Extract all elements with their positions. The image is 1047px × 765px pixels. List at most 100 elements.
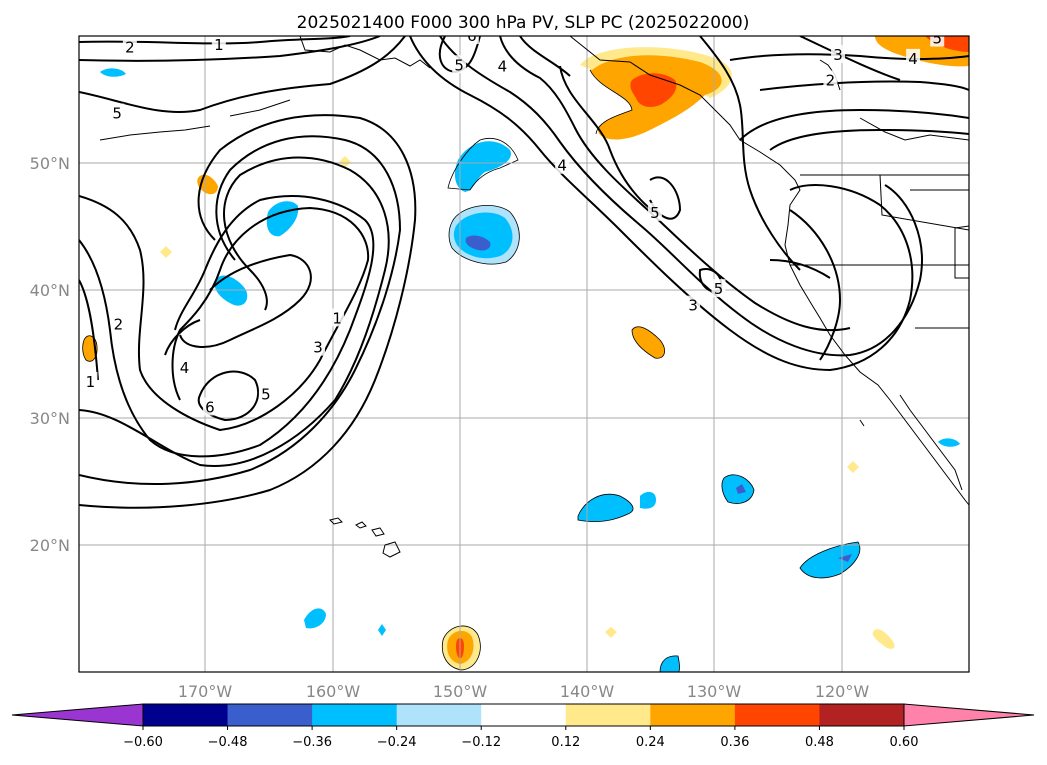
pv-patch-negative-tropics-1	[304, 608, 326, 629]
pv-patch-negative-subtrop-3-core	[736, 484, 746, 494]
pv-patch-negative-west-1	[214, 275, 248, 306]
colorbar-segment	[734, 704, 820, 726]
map-frame	[78, 35, 970, 673]
contour-label: 4	[180, 359, 190, 377]
contour-label: 6	[467, 27, 477, 45]
x-tick-label: 120°W	[815, 682, 870, 701]
pv-patch-negative-small-3	[378, 624, 386, 636]
contour-label-halo	[258, 384, 273, 403]
contour-label-halo	[211, 36, 226, 53]
pv-outline-contours	[82, 69, 861, 672]
y-tick-label: 20°N	[30, 536, 70, 555]
pv-patch-negative-subtrop-2	[640, 491, 656, 509]
contour-label-halo	[330, 308, 345, 327]
contour-label-halo	[823, 70, 838, 89]
contour-label: 5	[650, 204, 660, 222]
pv-patch-negative-small-2	[938, 438, 960, 447]
pv-patch-negative-subtrop-4	[800, 542, 860, 578]
contour-label-halo	[464, 36, 479, 44]
pv-patch-positive-small-3	[847, 461, 859, 473]
colorbar-segment	[481, 704, 567, 726]
contour-label: 4	[908, 50, 918, 68]
contour-label: 2	[826, 72, 836, 90]
contour-label: 5	[932, 30, 942, 48]
contour-label-halo	[111, 314, 126, 333]
contour-label: 5	[261, 386, 271, 404]
pv-patch-negative-subtrop-1	[578, 494, 634, 522]
y-axis-labels: 20°N 30°N 40°N 50°N	[30, 154, 70, 555]
pv-patch-positive-small-5	[605, 627, 617, 638]
pv-patch-positive-midlat	[632, 326, 665, 359]
colorbar-extend-min	[11, 703, 144, 727]
coastlines	[99, 36, 969, 558]
pv-patch-positive-alaska-core	[630, 73, 677, 108]
contour-label: 2	[125, 38, 135, 56]
contour-label: 6	[205, 398, 215, 416]
contour-label-halo	[311, 337, 326, 356]
contour-label-halo	[122, 37, 137, 56]
contour-label: 5	[454, 56, 464, 74]
pv-patch-negative-gulf	[453, 212, 513, 259]
contour-label-halo	[930, 36, 945, 47]
x-tick-label: 140°W	[560, 682, 615, 701]
graticule	[79, 36, 969, 672]
colorbar-frame	[142, 703, 905, 727]
pv-patch-negative-subtrop-4-core	[838, 554, 852, 562]
contour-label-halo	[177, 357, 192, 376]
colorbar-tick-label: 0.12	[551, 735, 580, 750]
contour-label-halo	[906, 48, 921, 67]
contour-label: 1	[86, 373, 96, 391]
x-tick-label: 160°W	[306, 682, 361, 701]
contour-label-halo	[555, 155, 570, 174]
pv-patch-negative-north	[454, 141, 511, 192]
colorbar-tick-label: −0.12	[461, 735, 501, 750]
colorbar-extend-max	[903, 703, 1035, 727]
pv-patch-negative-gulf-core	[465, 235, 491, 251]
contour-label: 4	[557, 157, 567, 175]
colorbar-tick-label: 0.36	[720, 735, 749, 750]
contour-label: 3	[313, 339, 323, 357]
colorbar-segment	[565, 704, 651, 726]
y-tick-label: 30°N	[30, 409, 70, 428]
colorbar: −0.60 −0.48 −0.36 −0.24 −0.12 0.12 0.24 0.36 0.4…	[11, 703, 1035, 750]
contour-label-halo	[83, 371, 98, 390]
colorbar-tick-label: −0.48	[208, 735, 248, 750]
colorbar-tick-label: −0.24	[377, 735, 417, 750]
colorbar-segment	[650, 704, 736, 726]
pv-patch-positive-alaska-inner	[580, 47, 732, 98]
chart-title: 2025021400 F000 300 hPa PV, SLP PC (2025…	[297, 13, 750, 33]
colorbar-tick-label: 0.60	[890, 735, 919, 750]
contour-label-halo	[202, 397, 217, 416]
x-tick-label: 130°W	[687, 682, 742, 701]
contour-label: 1	[332, 309, 342, 327]
x-tick-label: 170°W	[178, 682, 233, 701]
colorbar-tick-label: 0.24	[636, 735, 665, 750]
contour-label-halo	[686, 295, 701, 314]
y-tick-label: 50°N	[30, 154, 70, 173]
pv-patch-negative-small-1	[100, 68, 126, 77]
colorbar-segment	[143, 704, 229, 726]
pv-patch-positive-small-4	[160, 246, 172, 258]
colorbar-tick-label: −0.36	[292, 735, 332, 750]
contour-label-halo	[495, 56, 510, 75]
pv-patch-positive-small-2	[872, 629, 895, 649]
colorbar-segment	[396, 704, 482, 726]
contour-label-halo	[711, 279, 726, 298]
contour-label-halo	[452, 55, 467, 74]
contour-label: 5	[714, 280, 724, 298]
contour-label: 3	[833, 46, 843, 64]
pv-patch-positive-small-1	[339, 156, 351, 168]
x-tick-label: 150°W	[433, 682, 488, 701]
contour-label: 5	[112, 105, 122, 123]
x-axis-labels: 170°W 160°W 150°W 140°W 130°W 120°W	[178, 682, 870, 701]
contour-label: 3	[688, 297, 698, 315]
colorbar-tick-label: −0.60	[123, 735, 163, 750]
contour-label: 4	[498, 58, 508, 76]
colorbar-tick-label: 0.48	[805, 735, 834, 750]
contour-label-halo	[647, 202, 662, 221]
slp-contours	[79, 36, 969, 509]
colorbar-segment	[819, 704, 905, 726]
